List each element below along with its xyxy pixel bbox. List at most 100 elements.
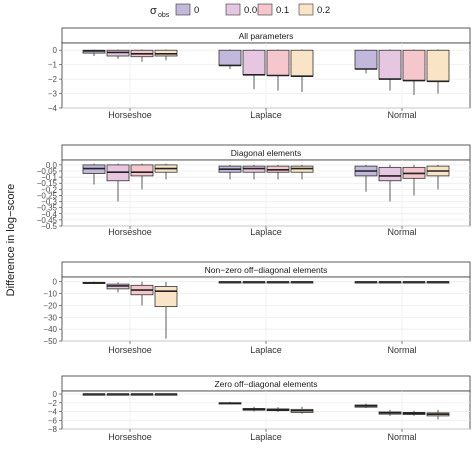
facet-title: Diagonal elements [231,148,301,158]
box [290,164,314,180]
box [242,164,266,180]
box [130,281,154,306]
y-tick-label: −6 [48,416,58,425]
facet-panel: All parameters 0 −1 −2 −3 −4 Horseshoe Laplace N… [48,27,471,120]
x-tick-label: Normal [387,345,416,355]
y-tick-label: −0.4 [41,210,57,219]
legend-key [175,3,191,16]
y-tick-label: −0.2 [41,185,57,194]
box-body [290,49,314,77]
box [426,49,450,94]
y-tick-label: −30 [43,313,57,322]
box-body [378,166,402,182]
box [354,403,378,409]
x-tick-label: Laplace [250,345,282,355]
box [378,164,402,202]
box [82,281,106,285]
y-tick-label: −20 [43,301,57,310]
y-tick-label: −1 [48,61,58,70]
y-tick-label: −50 [43,337,57,346]
box [154,393,178,396]
legend-label: 0 [194,5,199,16]
legend-key [257,3,273,16]
box [130,49,154,62]
facet-title: Non−zero off−diagonal elements [205,265,328,275]
y-tick-label: −0.25 [37,191,58,200]
facet-panel: Zero off−diagonal elements 0−2−4−6−8 Horse… [48,375,471,442]
box [218,164,242,180]
y-tick-label: 0 [53,390,58,399]
box-body [354,49,378,70]
y-tick-label: −40 [43,325,57,334]
box [402,164,426,196]
x-tick-label: Laplace [250,227,282,237]
box [290,406,314,414]
box-body [242,49,266,76]
box-body [378,49,402,80]
legend-key [225,3,241,16]
legend-label: 0.1 [276,5,289,16]
box-body [426,49,450,82]
box [82,163,106,185]
x-tick-label: Horseshoe [108,227,152,237]
box [426,409,450,420]
y-tick-label: 0 [53,278,58,287]
box [290,281,314,284]
box [426,281,450,284]
box [106,49,130,59]
x-tick-label: Normal [387,110,416,120]
box-body [218,49,242,66]
box [266,164,290,180]
y-tick-label: −2 [48,399,58,408]
box [218,49,242,69]
box [266,49,290,91]
box [242,49,266,90]
box [82,393,106,396]
box [106,282,130,293]
box [354,49,378,74]
y-tick-label: −0.5 [41,222,57,231]
facet-panel: Non−zero off−diagonal elements 0 −10 −20 −30… [43,261,471,355]
box-body [130,164,154,177]
x-tick-label: Laplace [250,432,282,442]
x-tick-label: Horseshoe [108,432,152,442]
box [378,409,402,416]
legend-title-subscript: obs [158,12,170,19]
box [354,164,378,192]
box [242,406,266,412]
legend-key [298,3,314,16]
legend-label: 0.05 [244,5,263,16]
y-tick-label: −0.15 [37,179,58,188]
box [218,281,242,284]
box [106,393,130,396]
y-tick-label: −0.05 [37,167,58,176]
box [106,163,130,202]
box [266,407,290,412]
y-tick-label: −0.45 [37,216,58,225]
x-tick-label: Horseshoe [108,345,152,355]
box [266,281,290,284]
y-tick-label: −4 [48,104,58,113]
box [154,163,178,180]
box-body [402,49,426,81]
box [82,49,106,56]
box [378,49,402,91]
y-tick-label: −0.35 [37,204,58,213]
y-tick-label: −8 [48,425,58,434]
box [402,281,426,284]
y-tick-label: −10 [43,290,57,299]
x-tick-label: Normal [387,227,416,237]
box-body [154,286,178,308]
facet-title: Zero off−diagonal elements [214,379,317,389]
y-axis-label: Difference in log−score [5,184,17,297]
box [402,49,426,95]
y-tick-label: 0 [53,46,58,55]
legend-title: σ [150,5,157,17]
x-tick-label: Laplace [250,110,282,120]
box [130,163,154,190]
x-tick-label: Horseshoe [108,110,152,120]
legend-label: 0.2 [317,5,330,16]
box [154,49,178,61]
box [154,281,178,339]
